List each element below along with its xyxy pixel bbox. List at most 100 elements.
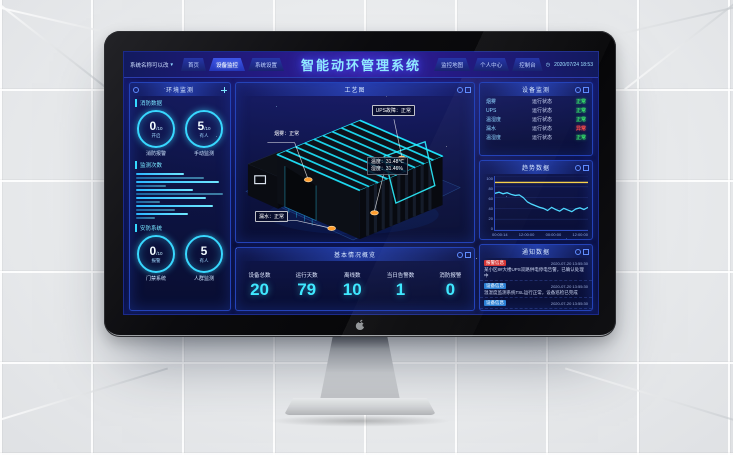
fire-section-title: 消防数据	[135, 99, 230, 107]
device-status: 正常	[575, 108, 586, 114]
list-item[interactable]: 设备信息 2020-07-20 13:55:30 温湿度监测系统TSL运行正常，设…	[480, 281, 592, 299]
overview-panel: 基本情况概览 设备总数 20 运行天数 79	[235, 247, 475, 311]
expand-icon[interactable]	[583, 249, 589, 255]
notice-text: 温湿度监测系统TSL运行正常，设备巡检已完成	[484, 290, 578, 296]
right-column: 设备监测 烟雾 运行状态 正常 UPS 运行状态 正常 温湿度 运行状态 正常	[479, 82, 593, 311]
list-item[interactable]: 报警信息 2020-07-20 13:55:30 某小区8#大楼UPS双路供电停电…	[480, 258, 592, 282]
refresh-icon[interactable]	[575, 249, 581, 255]
fire-gauges: 0/10 开启 消防报警 5/10 有人 手动监测	[130, 109, 230, 158]
circle-icon[interactable]	[133, 87, 139, 93]
monitor-stand-base	[284, 398, 436, 415]
top-nav: 系统名称可以改 ▼ 首页 设备监控 系统设置 智能动环管理系统 监控地图 个人中…	[124, 52, 598, 78]
environment-panel-header: 环境监测	[130, 83, 230, 96]
device-status: 异常	[575, 126, 586, 132]
center-column: 工艺图	[235, 82, 475, 311]
tab-home[interactable]: 首页	[180, 58, 206, 71]
monitor: 系统名称可以改 ▼ 首页 设备监控 系统设置 智能动环管理系统 监控地图 个人中…	[104, 31, 616, 431]
apple-logo-icon	[355, 319, 365, 330]
bar	[136, 181, 219, 183]
notice-badge: 报警信息	[484, 260, 506, 266]
table-row[interactable]: 温湿度 运行状态 正常	[486, 117, 586, 123]
bar	[136, 173, 184, 175]
overview-header: 基本情况概览	[236, 248, 474, 261]
notice-time: 2020-07-20 13:55:30	[550, 300, 588, 306]
nav-tabs-left: 首页 设备监控 系统设置	[180, 58, 285, 71]
expand-icon[interactable]	[465, 87, 471, 93]
dashboard-screen: 系统名称可以改 ▼ 首页 设备监控 系统设置 智能动环管理系统 监控地图 个人中…	[123, 51, 599, 315]
line-chart-plot	[494, 176, 588, 231]
page-title: 智能动环管理系统	[300, 58, 422, 73]
trend-panel: 趋势数据 100 80 60 40 20 0 00:00:14 12:00:00 00:00:…	[479, 160, 593, 240]
bar	[136, 185, 167, 187]
notice-badge: 设备信息	[484, 300, 506, 307]
bar	[136, 213, 189, 215]
add-icon[interactable]	[221, 87, 227, 93]
device-monitor-header: 设备监测	[480, 83, 592, 96]
monitor-count-bar-chart	[130, 171, 230, 221]
bar	[136, 197, 206, 199]
notice-time: 2020-07-20 13:55:30	[550, 260, 588, 266]
bar	[136, 201, 161, 203]
callout-temp-humidity: 温度：31.48℃ 湿度：31.46%	[366, 157, 409, 175]
stat-offline-count: 离线数 10	[342, 272, 362, 299]
notice-time: 2020-07-20 13:55:30	[550, 283, 588, 289]
trend-chart: 100 80 60 40 20 0	[480, 174, 592, 231]
security-section-title: 安防系统	[135, 224, 230, 232]
table-row[interactable]: 漏水 运行状态 异常	[486, 126, 586, 132]
stat-running-days: 运行天数 79	[295, 272, 318, 299]
bar	[136, 209, 176, 211]
system-name[interactable]: 系统名称可以改	[130, 62, 169, 69]
environment-panel: 环境监测 消防数据 0/10 开启 消防报警	[129, 82, 231, 311]
table-row[interactable]: UPS 运行状态 正常	[486, 107, 586, 115]
y-axis-labels: 100 80 60 40 20 0	[486, 176, 493, 231]
monitor-stand-neck	[320, 336, 400, 400]
machine-room-3d-view: 烟雾：正常 UPS故障：正常 温度：31.48℃ 湿度：31.46% 漏水：正常	[236, 96, 474, 242]
gauge-ring: 5 有人	[185, 235, 223, 273]
tab-console[interactable]: 控制台	[512, 58, 543, 71]
notifications-panel: 通知数据 报警信息 2020-07-20 13:55:30 某小区8#大楼UPS双…	[479, 244, 593, 311]
bar	[136, 189, 193, 191]
refresh-icon[interactable]	[457, 87, 463, 93]
process-diagram-header: 工艺图	[236, 83, 474, 96]
bar	[136, 205, 213, 207]
table-row[interactable]: 烟雾 运行状态 正常	[486, 99, 586, 105]
gauge-ring: 0/10 报警	[137, 235, 175, 273]
trend-header: 趋势数据	[480, 161, 592, 174]
clock-icon: ◷	[545, 61, 551, 68]
refresh-icon[interactable]	[575, 87, 581, 93]
list-item[interactable]: 设备信息 2020-07-20 13:55:30	[480, 298, 592, 310]
refresh-icon[interactable]	[457, 252, 463, 258]
callout-smoke: 烟雾：正常	[274, 130, 300, 137]
security-gauges: 0/10 报警 门禁系统 5 有人 人群监测	[130, 234, 230, 283]
tab-monitor-map[interactable]: 监控地图	[434, 58, 471, 71]
expand-icon[interactable]	[583, 87, 589, 93]
device-status: 正常	[575, 135, 586, 141]
nav-tabs-right: 监控地图 个人中心 控制台 ◷ 2020/07/24 18:53	[434, 58, 593, 71]
notifications-header: 通知数据	[480, 245, 592, 258]
notice-text: 某小区8#大楼UPS双路供电停电告警，已确认处理中	[484, 267, 584, 279]
bar	[136, 193, 223, 195]
table-row[interactable]: 温湿度 运行状态 正常	[486, 135, 586, 141]
trend-series	[495, 191, 588, 213]
floor-shadow	[235, 413, 485, 429]
refresh-icon[interactable]	[575, 165, 581, 171]
datetime: 2020/07/24 18:53	[554, 61, 593, 68]
callout-humidity: 湿度：31.46%	[370, 166, 403, 173]
tab-device-monitor[interactable]: 设备监控	[209, 58, 246, 71]
expand-icon[interactable]	[465, 252, 471, 258]
callout-leak: 漏水：正常	[255, 211, 289, 223]
dashboard-content: 环境监测 消防数据 0/10 开启 消防报警	[124, 78, 598, 314]
chevron-down-icon[interactable]: ▼	[169, 62, 174, 67]
device-status: 正常	[575, 117, 586, 123]
expand-icon[interactable]	[583, 165, 589, 171]
overview-stats: 设备总数 20 运行天数 79 离线数 10 当日告警数 1	[236, 261, 474, 307]
bar	[136, 217, 156, 219]
device-monitor-panel: 设备监测 烟雾 运行状态 正常 UPS 运行状态 正常 温湿度 运行状态 正常	[479, 82, 593, 156]
gauge-ring: 5/10 有人	[185, 110, 223, 148]
tab-personal-center[interactable]: 个人中心	[473, 58, 510, 71]
stat-total-devices: 设备总数 20	[248, 272, 271, 299]
tab-system-settings[interactable]: 系统设置	[248, 58, 285, 71]
gauge-fire-alarm: 0/10 开启 消防报警	[137, 110, 175, 157]
bars-section-title: 监测次数	[135, 161, 230, 169]
